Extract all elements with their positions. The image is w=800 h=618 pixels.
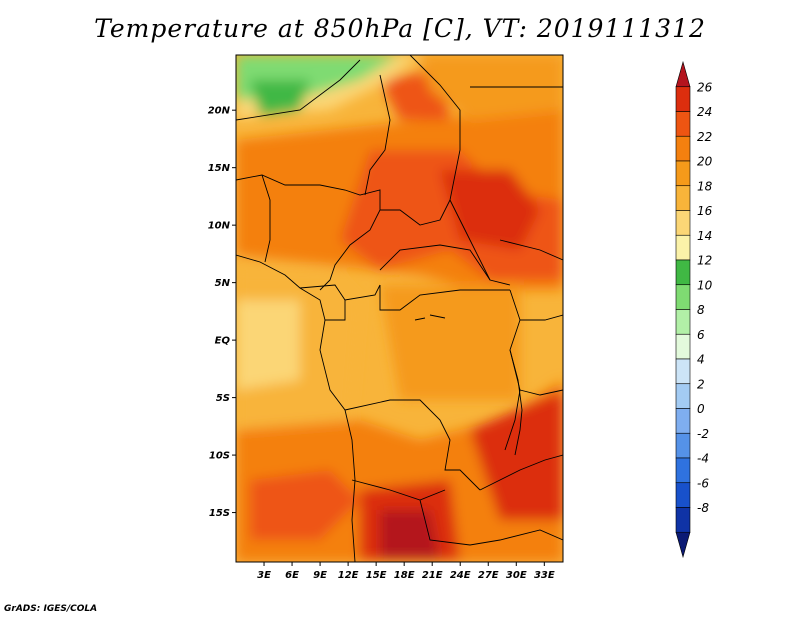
lat-label-20n: 20N (208, 106, 231, 117)
colorbar-label: 0 (697, 402, 705, 416)
colorbar-swatch (675, 457, 691, 484)
colorbar-label: 24 (697, 105, 712, 119)
lon-label-27e: 27E (478, 570, 499, 581)
colorbar-label: -2 (697, 427, 709, 441)
colorbar-label: 22 (697, 130, 712, 144)
lon-label-30e: 30E (506, 570, 527, 581)
temperature-field (236, 55, 563, 562)
colorbar-label: 16 (697, 204, 713, 218)
lon-label-12e: 12E (338, 570, 359, 581)
colorbar-label: 12 (697, 254, 712, 268)
map-title: Temperature at 850hPa [C], VT: 201911131… (94, 14, 706, 43)
lon-label-18e: 18E (394, 570, 415, 581)
lon-label-6e: 6E (285, 570, 299, 581)
lat-label-eq: EQ (215, 336, 231, 347)
colorbar-label: 26 (697, 80, 713, 94)
colorbar-label: 20 (697, 155, 713, 169)
lon-label-24e: 24E (450, 570, 471, 581)
colorbar-swatch (675, 408, 691, 434)
colorbar-swatch (675, 259, 691, 286)
lon-label-3e: 3E (257, 570, 271, 581)
lat-label-5n: 5N (215, 278, 231, 289)
lat-label-15n: 15N (208, 163, 231, 174)
colorbar-label: -4 (697, 452, 709, 466)
colorbar-swatch (675, 111, 691, 137)
lon-label-15e: 15E (366, 570, 387, 581)
lat-label-15s: 15S (209, 508, 230, 519)
colorbar-swatch (675, 160, 691, 187)
colorbar-swatch (675, 86, 691, 112)
colorbar-label: 8 (697, 303, 705, 317)
longitude-axis: 3E 6E 9E 12E 15E 18E 21E 24E 27E 30E 33E (257, 562, 555, 581)
colorbar-swatch (675, 234, 691, 261)
colorbar-label: -8 (697, 501, 709, 515)
colorbar-label: -6 (697, 476, 709, 490)
colorbar-swatch (675, 185, 691, 211)
colorbar-swatch (675, 358, 691, 385)
colorbar-swatch (675, 309, 691, 335)
country-borders (236, 55, 563, 562)
map-frame (235, 54, 564, 563)
colorbar-label: 4 (697, 353, 705, 367)
colorbar-label: 10 (697, 278, 713, 292)
colorbar-label: 2 (697, 377, 705, 391)
lat-label-5s: 5S (216, 393, 230, 404)
lat-label-10n: 10N (208, 221, 231, 232)
lon-label-9e: 9E (313, 570, 327, 581)
lon-label-21e: 21E (422, 570, 443, 581)
colorbar-swatch (675, 482, 691, 508)
credit-text: GrADS: IGES/COLA (4, 604, 98, 614)
colorbar-label: 14 (697, 229, 712, 243)
colorbar-label: 18 (697, 179, 713, 193)
colorbar-swatch (675, 432, 691, 459)
colorbar-swatch (675, 383, 691, 409)
lat-label-10s: 10S (209, 451, 230, 462)
colorbar-swatch (675, 135, 691, 162)
lon-label-33e: 33E (534, 570, 555, 581)
colorbar-arrow-top (675, 60, 691, 88)
colorbar-swatch (675, 333, 691, 360)
colorbar-swatch (675, 210, 691, 236)
latitude-axis: 20N 15N 10N 5N EQ 5S 10S 15S (208, 106, 236, 519)
colorbar-label: 6 (697, 328, 705, 342)
colorbar-swatch (675, 284, 691, 310)
colorbar-swatch (675, 507, 691, 533)
colorbar-arrow-bottom (675, 531, 691, 559)
